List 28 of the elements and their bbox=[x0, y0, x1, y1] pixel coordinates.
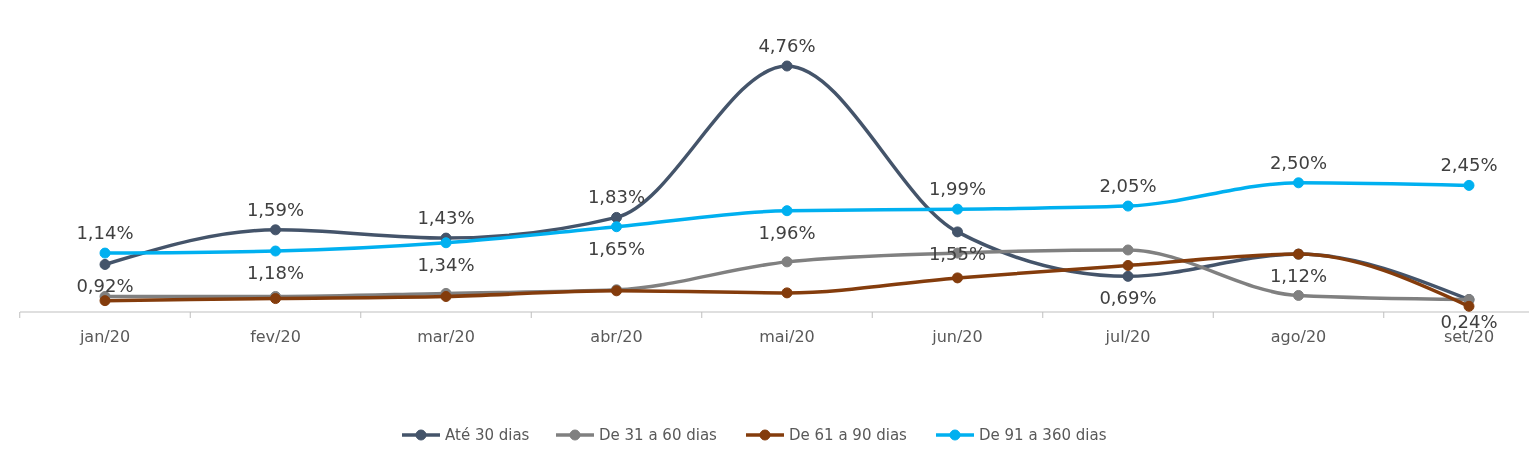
data-label: 1,96% bbox=[758, 221, 816, 243]
x-tick-label: jan/20 bbox=[78, 327, 131, 346]
data-label: 1,59% bbox=[246, 198, 305, 220]
x-tick-label: jul/20 bbox=[1104, 327, 1151, 346]
data-label: 0,92% bbox=[76, 275, 134, 297]
data-label: 2,45% bbox=[1440, 154, 1498, 176]
data-label: 1,99% bbox=[928, 178, 987, 200]
legend-label: Até 30 dias bbox=[445, 426, 530, 444]
x-tick-label: mai/20 bbox=[759, 327, 815, 346]
x-tick-label: mar/20 bbox=[417, 327, 475, 346]
x-tick-label: ago/20 bbox=[1270, 327, 1327, 346]
legend-label: De 61 a 90 dias bbox=[789, 426, 908, 444]
legend-label: De 91 a 360 dias bbox=[979, 426, 1107, 444]
x-tick-label: fev/20 bbox=[250, 327, 301, 346]
data-label: 1,18% bbox=[246, 262, 305, 284]
x-tick-label: abr/20 bbox=[590, 327, 643, 346]
data-label: 0,69% bbox=[1099, 287, 1157, 309]
data-label: 1,34% bbox=[417, 253, 475, 275]
data-label: 1,43% bbox=[417, 207, 475, 229]
data-label: 2,50% bbox=[1269, 151, 1328, 173]
data-label: 1,83% bbox=[587, 186, 646, 208]
data-label: 1,14% bbox=[76, 222, 134, 244]
data-label: 4,76% bbox=[758, 35, 816, 56]
legend-label: De 31 a 60 dias bbox=[599, 426, 718, 444]
x-tick-label: jun/20 bbox=[931, 327, 983, 346]
data-label: 1,65% bbox=[587, 237, 646, 259]
data-label: 1,12% bbox=[1269, 265, 1328, 287]
data-label: 2,05% bbox=[1099, 175, 1157, 197]
